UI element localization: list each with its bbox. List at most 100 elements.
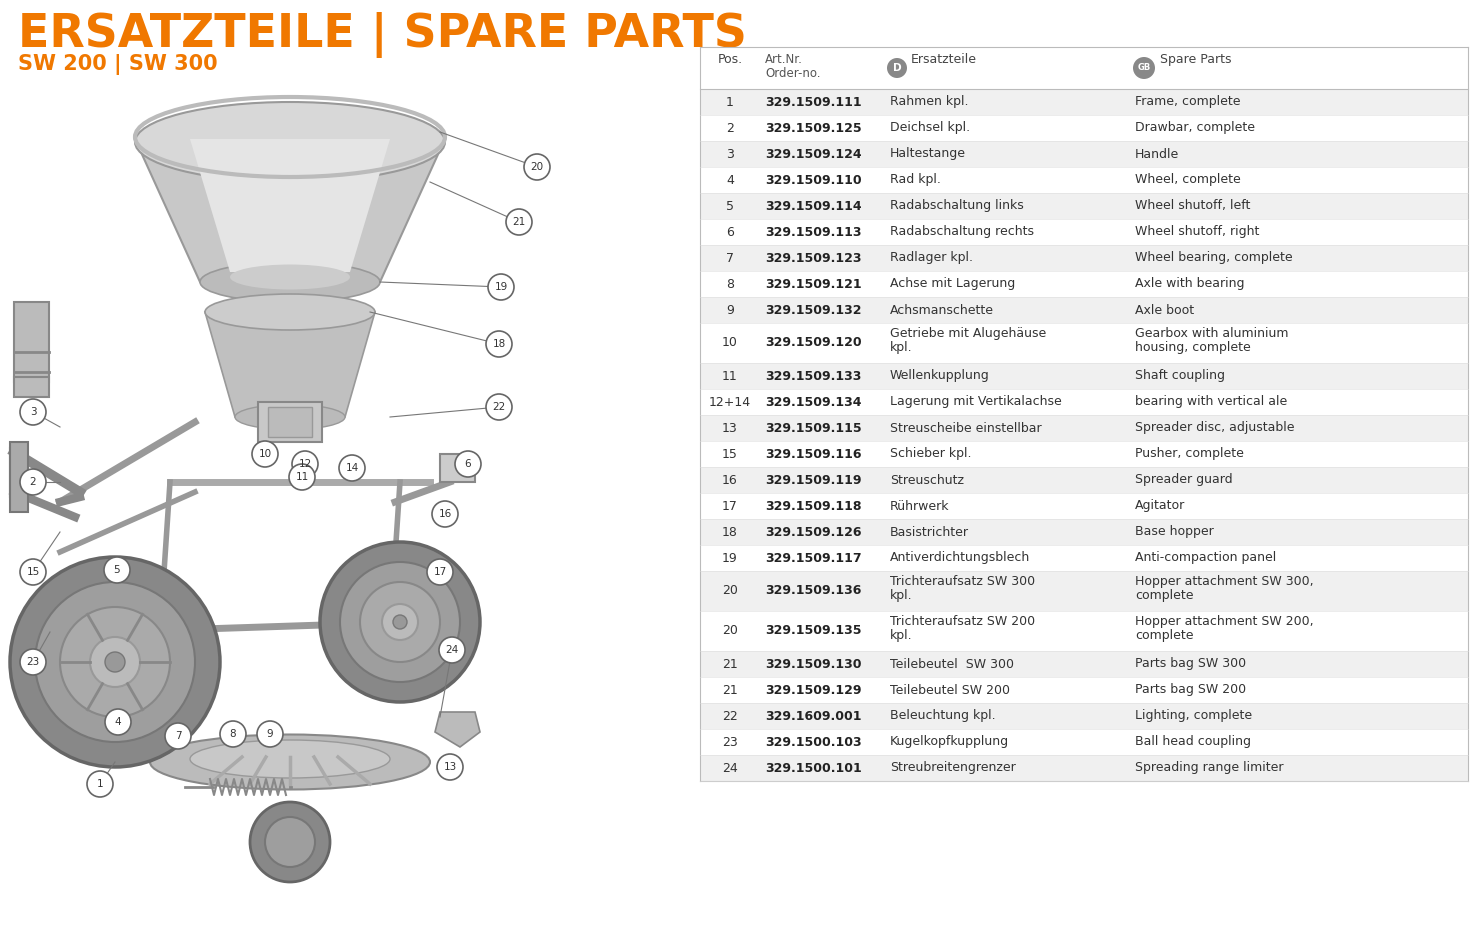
Circle shape — [361, 582, 440, 662]
Text: 329.1500.103: 329.1500.103 — [766, 735, 862, 748]
Bar — [268, 407, 312, 437]
Text: 10: 10 — [259, 449, 272, 459]
Text: 13: 13 — [443, 762, 457, 772]
Bar — [701, 651, 1468, 677]
Circle shape — [10, 557, 220, 767]
Bar — [701, 363, 1468, 389]
Text: Wheel shutoff, right: Wheel shutoff, right — [1135, 226, 1259, 239]
Text: Trichteraufsatz SW 200: Trichteraufsatz SW 200 — [890, 615, 1035, 628]
Text: 329.1509.126: 329.1509.126 — [766, 526, 862, 539]
Circle shape — [486, 394, 511, 420]
Text: 329.1509.115: 329.1509.115 — [766, 421, 862, 434]
Text: Lighting, complete: Lighting, complete — [1135, 709, 1252, 722]
Text: Drawbar, complete: Drawbar, complete — [1135, 121, 1255, 134]
Text: 329.1509.130: 329.1509.130 — [766, 657, 862, 670]
Text: 329.1509.110: 329.1509.110 — [766, 173, 862, 186]
Circle shape — [1134, 57, 1154, 79]
Text: Parts bag SW 300: Parts bag SW 300 — [1135, 657, 1246, 670]
Text: 329.1509.118: 329.1509.118 — [766, 500, 862, 513]
Text: 20: 20 — [531, 162, 544, 172]
Text: 329.1509.124: 329.1509.124 — [766, 147, 862, 160]
Text: Axle with bearing: Axle with bearing — [1135, 278, 1244, 291]
Circle shape — [427, 559, 452, 585]
Text: 17: 17 — [433, 567, 446, 577]
Text: 329.1500.101: 329.1500.101 — [766, 761, 862, 774]
Text: Anti-compaction panel: Anti-compaction panel — [1135, 552, 1276, 565]
Text: 24: 24 — [445, 645, 458, 655]
Text: Getriebe mit Alugehäuse: Getriebe mit Alugehäuse — [890, 327, 1046, 340]
Text: bearing with vertical ale: bearing with vertical ale — [1135, 395, 1287, 408]
Text: 8: 8 — [229, 729, 236, 739]
Bar — [701, 571, 1468, 611]
Text: Gearbox with aluminium: Gearbox with aluminium — [1135, 327, 1289, 340]
Circle shape — [293, 451, 318, 477]
Text: 5: 5 — [726, 199, 735, 212]
Circle shape — [105, 709, 132, 735]
Text: 10: 10 — [723, 336, 738, 350]
Text: 15: 15 — [723, 447, 738, 460]
Text: 6: 6 — [726, 226, 735, 239]
Text: 329.1509.134: 329.1509.134 — [766, 395, 862, 408]
Circle shape — [21, 399, 46, 425]
Text: 329.1509.111: 329.1509.111 — [766, 95, 862, 108]
Text: Achsmanschette: Achsmanschette — [890, 304, 995, 317]
Bar — [13, 302, 49, 382]
Bar — [701, 415, 1468, 441]
Text: Streuschutz: Streuschutz — [890, 473, 964, 487]
Polygon shape — [205, 312, 375, 417]
Text: 329.1509.123: 329.1509.123 — [766, 252, 862, 265]
Text: Haltestange: Haltestange — [890, 147, 967, 160]
Text: 23: 23 — [27, 657, 40, 667]
Text: Ball head coupling: Ball head coupling — [1135, 735, 1250, 748]
Bar — [0, 77, 610, 932]
Text: Radabschaltung rechts: Radabschaltung rechts — [890, 226, 1035, 239]
Circle shape — [220, 721, 245, 747]
Text: 19: 19 — [723, 552, 738, 565]
Text: 16: 16 — [439, 509, 452, 519]
Circle shape — [432, 501, 458, 527]
Text: Ersatzteile: Ersatzteile — [910, 53, 977, 66]
Polygon shape — [435, 712, 480, 747]
Circle shape — [486, 331, 511, 357]
Text: 12+14: 12+14 — [709, 395, 751, 408]
Text: 4: 4 — [726, 173, 735, 186]
Bar — [440, 454, 474, 482]
Text: Spare Parts: Spare Parts — [1160, 53, 1231, 66]
Text: Spreader guard: Spreader guard — [1135, 473, 1233, 487]
Ellipse shape — [205, 294, 375, 330]
Text: 21: 21 — [513, 217, 526, 227]
Circle shape — [505, 209, 532, 235]
Text: 7: 7 — [726, 252, 735, 265]
Text: complete: complete — [1135, 629, 1194, 642]
Text: 1: 1 — [96, 779, 103, 789]
Text: Radabschaltung links: Radabschaltung links — [890, 199, 1024, 212]
Bar — [259, 402, 322, 442]
Text: Hopper attachment SW 200,: Hopper attachment SW 200, — [1135, 615, 1314, 628]
Text: Hopper attachment SW 300,: Hopper attachment SW 300, — [1135, 575, 1314, 588]
Text: Frame, complete: Frame, complete — [1135, 95, 1240, 108]
Text: 4: 4 — [115, 717, 121, 727]
Text: 11: 11 — [723, 369, 738, 382]
Circle shape — [250, 802, 330, 882]
Bar — [701, 193, 1468, 219]
Circle shape — [257, 721, 282, 747]
Text: 12: 12 — [299, 459, 312, 469]
Text: housing, complete: housing, complete — [1135, 341, 1250, 354]
Text: D: D — [893, 63, 902, 73]
Circle shape — [488, 274, 514, 300]
Text: 22: 22 — [492, 402, 505, 412]
Text: 21: 21 — [723, 657, 738, 670]
Text: 13: 13 — [723, 421, 738, 434]
Bar — [701, 703, 1468, 729]
Text: Rahmen kpl.: Rahmen kpl. — [890, 95, 968, 108]
Text: 329.1509.114: 329.1509.114 — [766, 199, 862, 212]
Bar — [701, 245, 1468, 271]
Text: Shaft coupling: Shaft coupling — [1135, 369, 1225, 382]
Bar — [701, 47, 1468, 89]
Text: 22: 22 — [723, 709, 738, 722]
Bar — [10, 442, 28, 512]
Text: Art.Nr.: Art.Nr. — [766, 53, 803, 66]
Circle shape — [321, 542, 480, 702]
Text: Spreader disc, adjustable: Spreader disc, adjustable — [1135, 421, 1295, 434]
Text: Teilebeutel SW 200: Teilebeutel SW 200 — [890, 683, 1009, 696]
